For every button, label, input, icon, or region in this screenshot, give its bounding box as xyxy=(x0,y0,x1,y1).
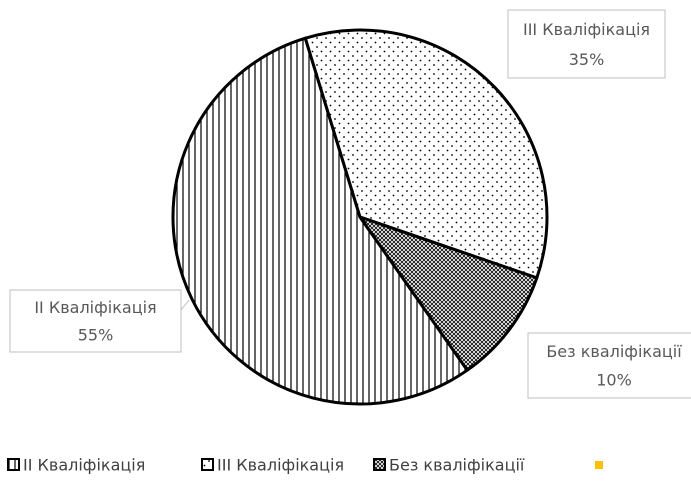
pie-slice xyxy=(171,36,469,406)
label-box xyxy=(527,332,691,399)
legend: II Кваліфікація III Кваліфікація Без квалі… xyxy=(7,456,603,475)
legend-label: II Кваліфікація xyxy=(23,456,145,475)
label-category: II Кваліфікація xyxy=(34,298,156,317)
data-labels: II Кваліфікація 55% III Кваліфікація 35% Без… xyxy=(9,9,691,399)
label-value: 55% xyxy=(78,325,114,344)
label-value: 35% xyxy=(569,50,605,69)
label-value: 10% xyxy=(596,371,632,390)
legend-marker xyxy=(7,458,20,471)
legend-marker xyxy=(373,458,386,471)
legend-marker xyxy=(595,461,603,469)
pie-slice xyxy=(358,215,539,372)
leader-line xyxy=(180,299,190,311)
pie xyxy=(171,28,549,406)
legend-label: III Кваліфікація xyxy=(217,456,344,475)
legend-marker xyxy=(201,458,214,471)
label-category: Без кваліфікації xyxy=(546,342,682,361)
label-category: III Кваліфікація xyxy=(523,20,650,39)
legend-label: Без кваліфікації xyxy=(389,456,525,475)
label-box xyxy=(507,9,666,79)
label-box xyxy=(9,289,182,353)
pie-slice xyxy=(303,28,549,280)
